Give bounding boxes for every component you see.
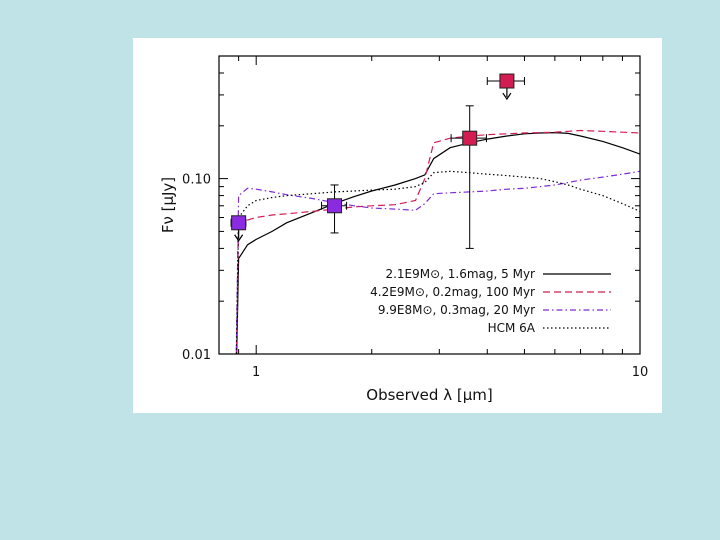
plot-frame xyxy=(218,55,641,355)
data-marker xyxy=(462,130,478,146)
photometry-point-1 xyxy=(230,215,247,242)
y-axis-label: Fν [μJy] xyxy=(159,177,177,233)
data-marker xyxy=(327,198,343,214)
x-tick-label-2: 10 xyxy=(632,365,649,380)
legend-label-1: 2.1E9M⊙, 1.6mag, 5 Myr xyxy=(385,267,535,281)
model-curve-1 xyxy=(236,131,640,354)
tick-labels: 1 10 0.01 0.10 xyxy=(182,173,648,380)
photometry-point-2 xyxy=(321,184,348,234)
x-tick-label-1: 1 xyxy=(252,365,260,380)
legend: 2.1E9M⊙, 1.6mag, 5 Myr 4.2E9M⊙, 0.2mag, 1… xyxy=(370,267,611,335)
x-axis-label: Observed λ [μm] xyxy=(366,386,492,404)
photometry-point-3 xyxy=(450,105,487,249)
sed-chart: 1 10 0.01 0.10 Observed λ [μm] Fν [μJy] 2.1… xyxy=(159,55,648,404)
model-curve-3 xyxy=(235,170,640,354)
photometry-point-4 xyxy=(486,73,525,101)
y-tick-label-1: 0.01 xyxy=(182,348,211,363)
y-tick-label-2: 0.10 xyxy=(182,173,211,188)
figure-panel: 1 10 0.01 0.10 Observed λ [μm] Fν [μJy] 2.1… xyxy=(133,38,662,413)
data-marker xyxy=(499,73,515,89)
legend-label-2: 4.2E9M⊙, 0.2mag, 100 Myr xyxy=(370,285,535,299)
photometry-points xyxy=(230,73,525,249)
data-marker xyxy=(231,215,247,231)
legend-label-3: 9.9E8M⊙, 0.3mag, 20 Myr xyxy=(378,303,535,317)
legend-label-4: HCM 6A xyxy=(488,321,536,335)
axis-ticks xyxy=(218,55,641,355)
model-curve-2 xyxy=(235,129,640,354)
model-curves xyxy=(235,129,640,354)
